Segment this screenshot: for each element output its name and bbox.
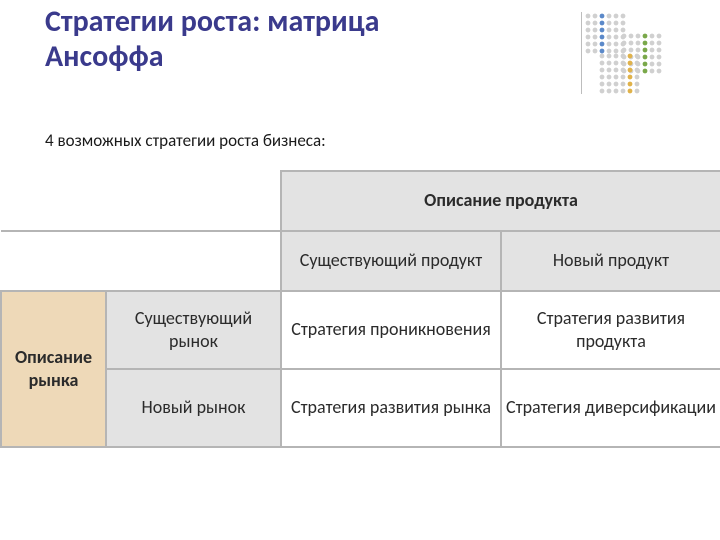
slide-title: Стратегии роста: матрица Ансоффа [45, 5, 465, 74]
row-header-new-market: Новый рынок [106, 369, 281, 447]
col-header-new-product: Новый продукт [501, 231, 720, 291]
subtitle: 4 возможных стратегии роста бизнеса: [45, 130, 326, 151]
product-header: Описание продукта [281, 171, 720, 231]
cell-product-development: Стратегия развития продукта [501, 291, 720, 369]
col-header-existing-product: Существующий продукт [281, 231, 501, 291]
ansoff-matrix: Описание продукта Существующий продукт Н… [0, 170, 720, 448]
cell-penetration: Стратегия проникновения [281, 291, 501, 369]
cell-diversification: Стратегия диверсификации [501, 369, 720, 447]
cell-market-development: Стратегия развития рынка [281, 369, 501, 447]
row-header-existing-market: Существующий рынок [106, 291, 281, 369]
market-header: Описание рынка [1, 291, 106, 447]
decor-dot-grids [580, 10, 700, 105]
blank-cell [1, 231, 281, 291]
blank-cell [1, 171, 281, 231]
